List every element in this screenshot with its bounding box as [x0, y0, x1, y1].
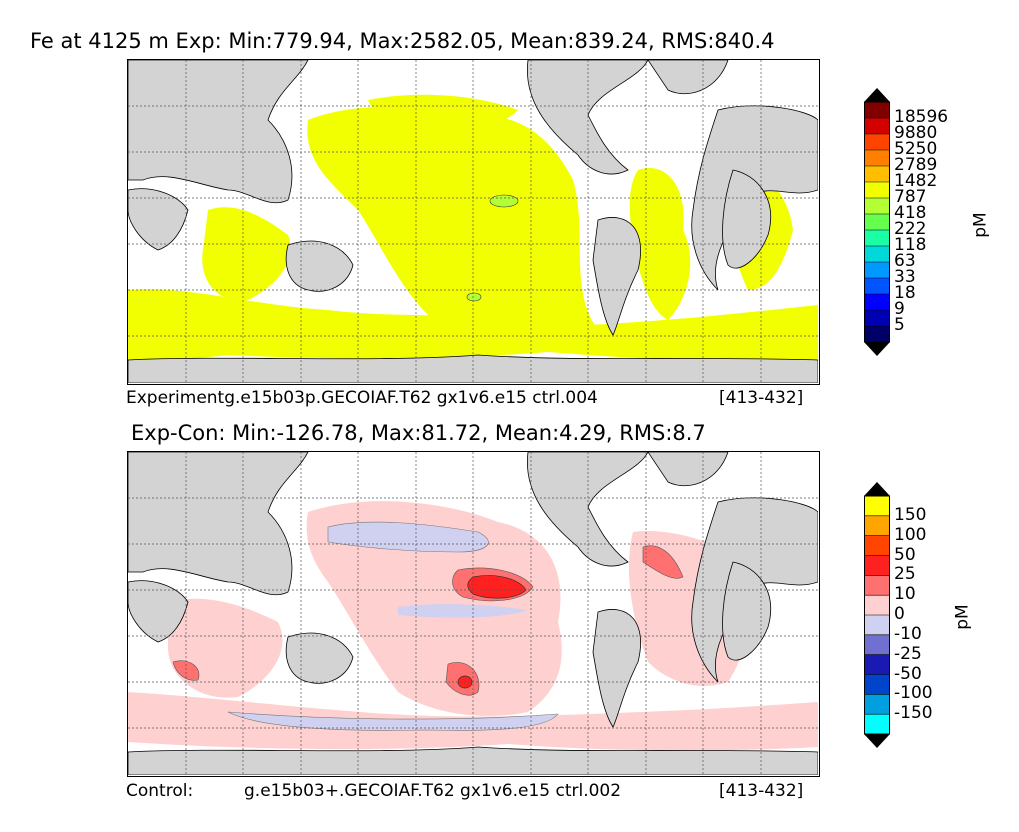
colorbar-border: [864, 101, 890, 343]
colorbar-swatch: [864, 182, 890, 199]
colorbar-tick-label: -25: [894, 643, 922, 664]
colorbar-tick-label: 5250: [894, 139, 938, 159]
colorbar-swatch: [864, 714, 890, 735]
colorbar-tick-label: -150: [894, 703, 933, 724]
panel1-map: [127, 59, 820, 385]
colorbar-swatch: [864, 615, 890, 636]
colorbar-swatch: [864, 326, 890, 343]
colorbar-extend-min-arrow: [864, 734, 890, 748]
panel2-footer-right: [413-432]: [719, 781, 804, 801]
panel2-grid: [128, 452, 818, 775]
colorbar-swatch: [864, 555, 890, 576]
panel1-grid: [128, 60, 818, 383]
colorbar-tick-label: -10: [894, 623, 922, 644]
colorbar-swatch: [864, 694, 890, 715]
colorbar-tick-label: 33: [894, 267, 916, 287]
colorbar-tick-label: 1482: [894, 171, 938, 191]
colorbar-swatch: [864, 166, 890, 183]
panel2-salmon-indian: [172, 660, 200, 681]
colorbar-tick-label: 9880: [894, 123, 938, 143]
panel2-footer-left: Control:: [126, 781, 194, 801]
colorbar-tick-label: 150: [894, 504, 927, 525]
panel1-pacific-north-field: [368, 94, 518, 132]
panel2-blue-eq: [398, 604, 528, 618]
colorbar-tick-label: 25: [894, 564, 916, 585]
panel1-land: [128, 60, 818, 383]
panel2-footer-mid: g.e15b03+.GECOIAF.T62 gx1v6.e15 ctrl.002: [244, 781, 622, 801]
panel1-indian-field: [202, 207, 291, 301]
colorbar-tick-label: -50: [894, 663, 922, 684]
colorbar-tick-label: 10: [894, 584, 916, 605]
panel2-colorbar: [864, 482, 890, 748]
panel2-map: [127, 451, 820, 777]
colorbar-swatch: [864, 118, 890, 135]
colorbar-swatch: [864, 134, 890, 151]
panel1-colorbar-unit: pM: [970, 212, 991, 238]
colorbar-swatch: [864, 674, 890, 695]
colorbar-tick-label: 418: [894, 203, 927, 223]
colorbar-swatch: [864, 198, 890, 215]
panel2-colorbar-svg: [864, 482, 890, 748]
panel2-map-svg: [128, 452, 818, 775]
panel2-red-pacific: [467, 575, 527, 599]
panel1-footer-right: [413-432]: [719, 388, 804, 408]
colorbar-swatch: [864, 294, 890, 311]
colorbar-swatch: [864, 634, 890, 656]
panel2-title: Exp-Con: Min:-126.78, Max:81.72, Mean:4.…: [131, 421, 706, 445]
colorbar-swatch: [864, 102, 890, 119]
colorbar-tick-label: 118: [894, 235, 927, 255]
colorbar-swatch: [864, 310, 890, 327]
panel2-blue-band: [327, 521, 489, 553]
colorbar-swatch: [864, 246, 890, 263]
panel1-green-patch-2: [466, 292, 482, 302]
colorbar-tick-label: 5: [894, 315, 905, 335]
panel1-colorbar-svg: [864, 88, 890, 356]
panel1-footer-left: Experimentg.e15b03p.GECOIAF.T62 gx1v6.e1…: [126, 388, 598, 408]
colorbar-swatch: [864, 214, 890, 231]
colorbar-tick-label: 787: [894, 187, 927, 207]
panel2-salmon-atlantic: [642, 545, 684, 579]
panel1-pacific-field: [307, 106, 598, 338]
colorbar-swatch: [864, 150, 890, 167]
panel2-colorbar-unit: pM: [952, 604, 973, 630]
panel1-title: Fe at 4125 m Exp: Min:779.94, Max:2582.0…: [30, 29, 775, 53]
colorbar-tick-label: 50: [894, 544, 916, 565]
colorbar-swatch: [864, 575, 890, 596]
colorbar-swatch: [864, 262, 890, 279]
panel1-colorbar: [864, 88, 890, 356]
panel2-blue-band-south: [227, 711, 559, 731]
panel1-map-svg: [128, 60, 818, 383]
colorbar-swatch: [864, 535, 890, 556]
colorbar-swatch: [864, 595, 890, 616]
colorbar-tick-label: 18596: [894, 107, 949, 127]
colorbar-swatch: [864, 654, 890, 675]
colorbar-extend-min-arrow: [864, 342, 890, 356]
panel1-atlantic-field: [629, 168, 691, 320]
colorbar-swatch: [864, 515, 890, 537]
panel1-green-patch-1: [489, 194, 519, 208]
colorbar-tick-label: 100: [894, 524, 927, 545]
colorbar-tick-label: 9: [894, 299, 905, 319]
colorbar-tick-label: -100: [894, 683, 933, 704]
colorbar-tick-label: 0: [894, 604, 905, 624]
colorbar-tick-label: 222: [894, 219, 927, 239]
colorbar-tick-label: 2789: [894, 155, 938, 175]
colorbar-swatch: [864, 496, 890, 517]
colorbar-extend-max-arrow: [864, 482, 890, 496]
colorbar-extend-max-arrow: [864, 88, 890, 102]
colorbar-tick-label: 63: [894, 251, 916, 271]
colorbar-swatch: [864, 230, 890, 247]
colorbar-swatch: [864, 278, 890, 295]
colorbar-tick-label: 18: [894, 283, 916, 303]
